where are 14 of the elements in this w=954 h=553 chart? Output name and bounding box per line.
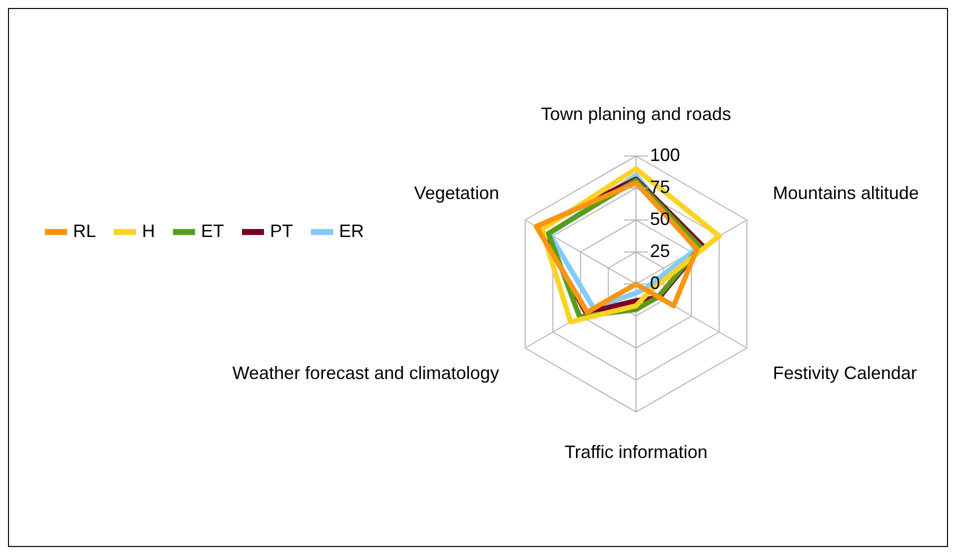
legend-label: PT — [270, 221, 294, 242]
y-tick-label: 25 — [650, 240, 670, 261]
spoke-label: Weather forecast and climatology — [232, 362, 500, 383]
spoke-label: Mountains altitude — [772, 183, 919, 204]
spoke-label: Traffic information — [564, 442, 708, 462]
y-tick-label: 100 — [650, 144, 680, 165]
legend-label: ER — [339, 221, 364, 242]
spoke-label: Vegetation — [414, 183, 500, 204]
legend-label: H — [142, 221, 156, 242]
y-tick-label: 50 — [650, 208, 670, 229]
spoke-label: Town planing and roads — [540, 104, 732, 124]
legend-label: RL — [73, 221, 96, 242]
legend-label: ET — [201, 221, 224, 242]
spoke-label: Festivity Calendar — [772, 362, 917, 383]
